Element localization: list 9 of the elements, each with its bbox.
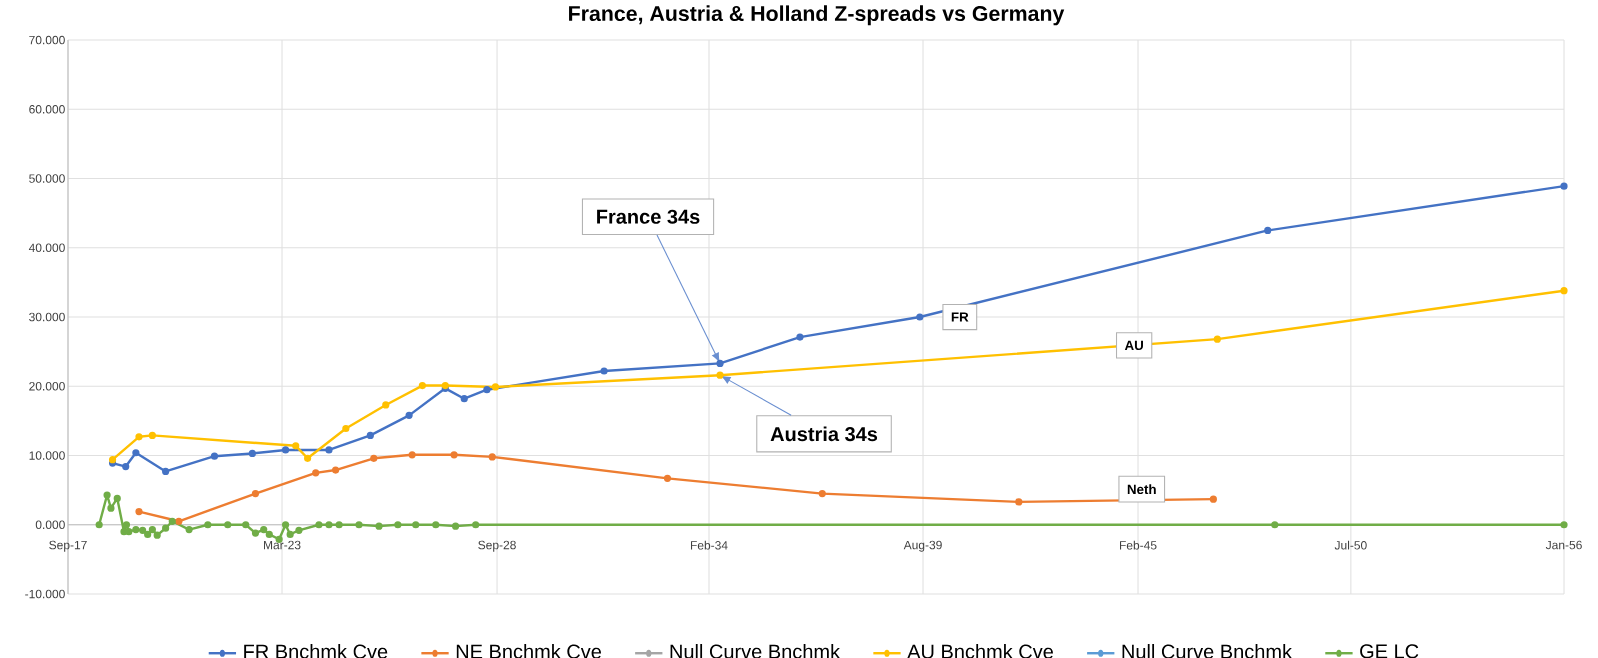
legend-label: Null Curve Bnchmk — [1122, 644, 1293, 658]
legend-label: AU Bnchmk Cve — [907, 644, 1053, 658]
legend-label: Null Curve Bnchmk — [670, 644, 841, 658]
annotation: France 34s — [597, 209, 700, 224]
chart-title: France, Austria & Holland Z-spreads vs Germany — [569, 5, 1065, 26]
legend-label: NE Bnchmk Cve — [456, 644, 602, 658]
annotation: Austria 34s — [770, 426, 878, 442]
legend-label: FR Bnchmk Cve — [244, 644, 388, 658]
legend-label: GE LC — [1360, 644, 1419, 658]
